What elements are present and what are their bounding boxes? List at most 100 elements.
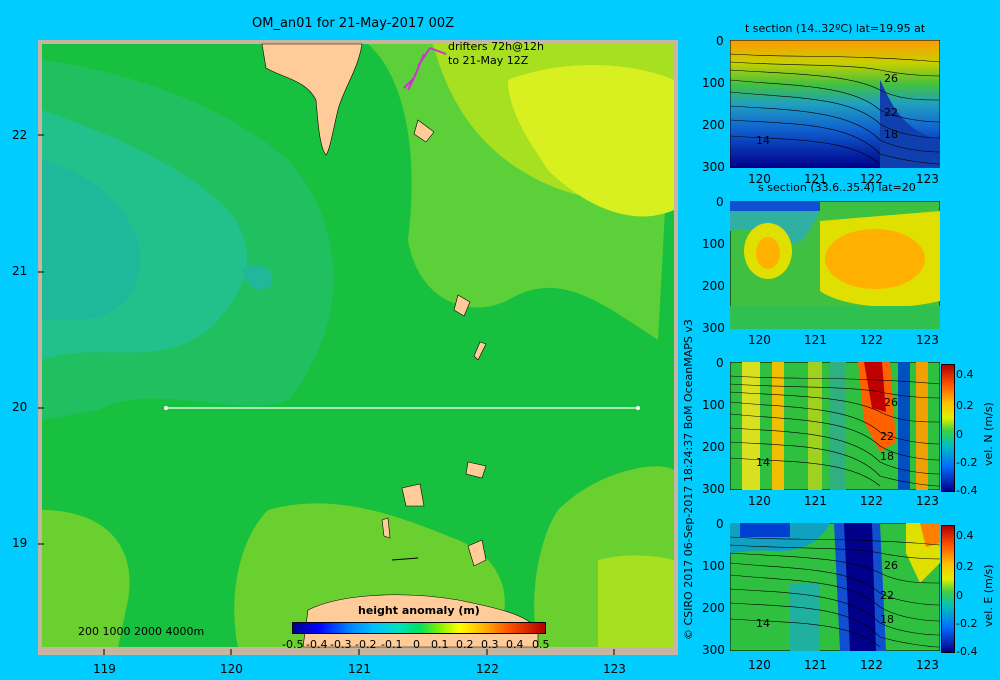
land-island-6 — [381, 517, 391, 539]
x-tick-121: 121 — [348, 662, 371, 676]
vn-ytick: 200 — [702, 440, 725, 454]
vel-n-jet-core — [864, 362, 886, 412]
ve-ytick: 300 — [702, 643, 725, 657]
s-xtick: 121 — [804, 333, 827, 347]
ve-cbar-tick: 0.4 — [956, 529, 974, 542]
land-island-7 — [467, 539, 487, 567]
vel-e-label: vel. E (m/s) — [982, 564, 995, 627]
s-xtick: 122 — [860, 333, 883, 347]
land-island-4 — [465, 461, 487, 479]
cbar-tick: 0 — [413, 638, 420, 651]
ve-xtick: 122 — [860, 658, 883, 672]
field-region-h — [42, 510, 130, 647]
vel-n-band — [898, 362, 910, 490]
vn-xtick: 121 — [804, 494, 827, 508]
vn-xtick: 123 — [916, 494, 939, 508]
vel-e-plot: 26 22 18 14 — [730, 523, 940, 651]
t-ytick: 200 — [702, 118, 725, 132]
t-xtick: 120 — [748, 172, 771, 186]
s-section-plot — [730, 201, 940, 329]
colorbar-title: height anomaly (m) — [358, 604, 480, 617]
map-title: OM_an01 for 21-May-2017 00Z — [252, 16, 455, 31]
ve-ytick: 100 — [702, 559, 725, 573]
vn-ytick: 100 — [702, 398, 725, 412]
s-section-fresh-layer — [730, 201, 820, 211]
cbar-tick: -0.2 — [355, 638, 377, 651]
cbar-tick: 0.2 — [456, 638, 474, 651]
cbar-tick: -0.5 — [282, 638, 304, 651]
t-section-title: t section (14..32ºC) lat=19.95 at — [745, 22, 926, 35]
cbar-tick: 0.1 — [431, 638, 449, 651]
field-region-d — [243, 265, 273, 290]
drifters-label-line1: drifters 72h@12h — [448, 40, 545, 53]
t-ytick: 0 — [716, 34, 724, 48]
t-ytick: 100 — [702, 76, 725, 90]
land-island-5 — [401, 483, 425, 507]
cbar-tick: 0.4 — [506, 638, 524, 651]
vn-ytick: 300 — [702, 482, 725, 496]
vn-contour-label: 18 — [880, 450, 894, 463]
section-end-marker — [636, 406, 640, 410]
s-section-core-1 — [756, 237, 780, 269]
ve-ytick: 0 — [716, 517, 724, 531]
t-contour-label: 26 — [884, 72, 898, 85]
y-tick-19: 19 — [12, 536, 28, 550]
field-region-c — [42, 160, 140, 320]
t-section-plot: 26 22 18 14 — [730, 40, 940, 168]
land-reef — [391, 557, 419, 561]
t-xtick: 121 — [804, 172, 827, 186]
vel-n-colorbar — [941, 364, 955, 492]
vn-cbar-tick: -0.4 — [956, 484, 978, 497]
y-tick-22: 22 — [12, 128, 28, 142]
t-section-contours — [730, 53, 940, 165]
ve-cbar-tick: 0 — [956, 589, 963, 602]
vel-n-band — [742, 362, 760, 490]
t-xtick: 122 — [860, 172, 883, 186]
section-start-marker — [164, 406, 168, 410]
ve-xtick: 121 — [804, 658, 827, 672]
t-xtick: 123 — [916, 172, 939, 186]
s-ytick: 0 — [716, 195, 724, 209]
s-section-core-2 — [825, 229, 925, 289]
colorbar — [292, 622, 546, 634]
ve-ytick: 200 — [702, 601, 725, 615]
ve-contour-label: 22 — [880, 589, 894, 602]
cbar-tick: -0.3 — [330, 638, 352, 651]
cbar-tick: -0.1 — [381, 638, 403, 651]
x-tick-123: 123 — [603, 662, 626, 676]
vel-n-band — [772, 362, 784, 490]
vn-xtick: 120 — [748, 494, 771, 508]
drifters-label-line2: to 21-May 12Z — [448, 54, 529, 67]
ve-cbar-tick: 0.2 — [956, 560, 974, 573]
y-tick-21: 21 — [12, 264, 28, 278]
s-xtick: 120 — [748, 333, 771, 347]
vn-contour-label: 14 — [756, 456, 770, 469]
x-tick-120: 120 — [220, 662, 243, 676]
x-tick-119: 119 — [93, 662, 116, 676]
s-ytick: 300 — [702, 321, 725, 335]
ve-contour-label: 14 — [756, 617, 770, 630]
s-ytick: 200 — [702, 279, 725, 293]
vel-e-band — [740, 523, 790, 537]
drifter-tracks — [403, 47, 447, 91]
colorbar-ticks: -0.5 -0.4 -0.3 -0.2 -0.1 0 0.1 0.2 0.3 0… — [282, 638, 554, 652]
vel-n-contours — [730, 375, 940, 487]
cbar-tick: 0.5 — [532, 638, 550, 651]
land-taiwan — [261, 43, 363, 156]
field-region-k — [598, 555, 674, 647]
t-contour-label: 14 — [756, 134, 770, 147]
t-contour-label: 22 — [884, 106, 898, 119]
vn-ytick: 0 — [716, 356, 724, 370]
ve-cbar-tick: -0.4 — [956, 645, 978, 658]
t-contour-label: 18 — [884, 128, 898, 141]
land-island-1 — [413, 119, 435, 143]
cbar-tick: 0.3 — [481, 638, 499, 651]
land-island-2 — [453, 294, 471, 317]
s-section-title: s section (33.6..35.4) lat=20 — [758, 181, 916, 194]
vn-cbar-tick: -0.2 — [956, 456, 978, 469]
vel-n-plot: 26 22 18 14 — [730, 362, 940, 490]
vn-contour-label: 22 — [880, 430, 894, 443]
vel-n-band — [808, 362, 822, 490]
field-region-g — [508, 65, 674, 217]
ve-xtick: 123 — [916, 658, 939, 672]
